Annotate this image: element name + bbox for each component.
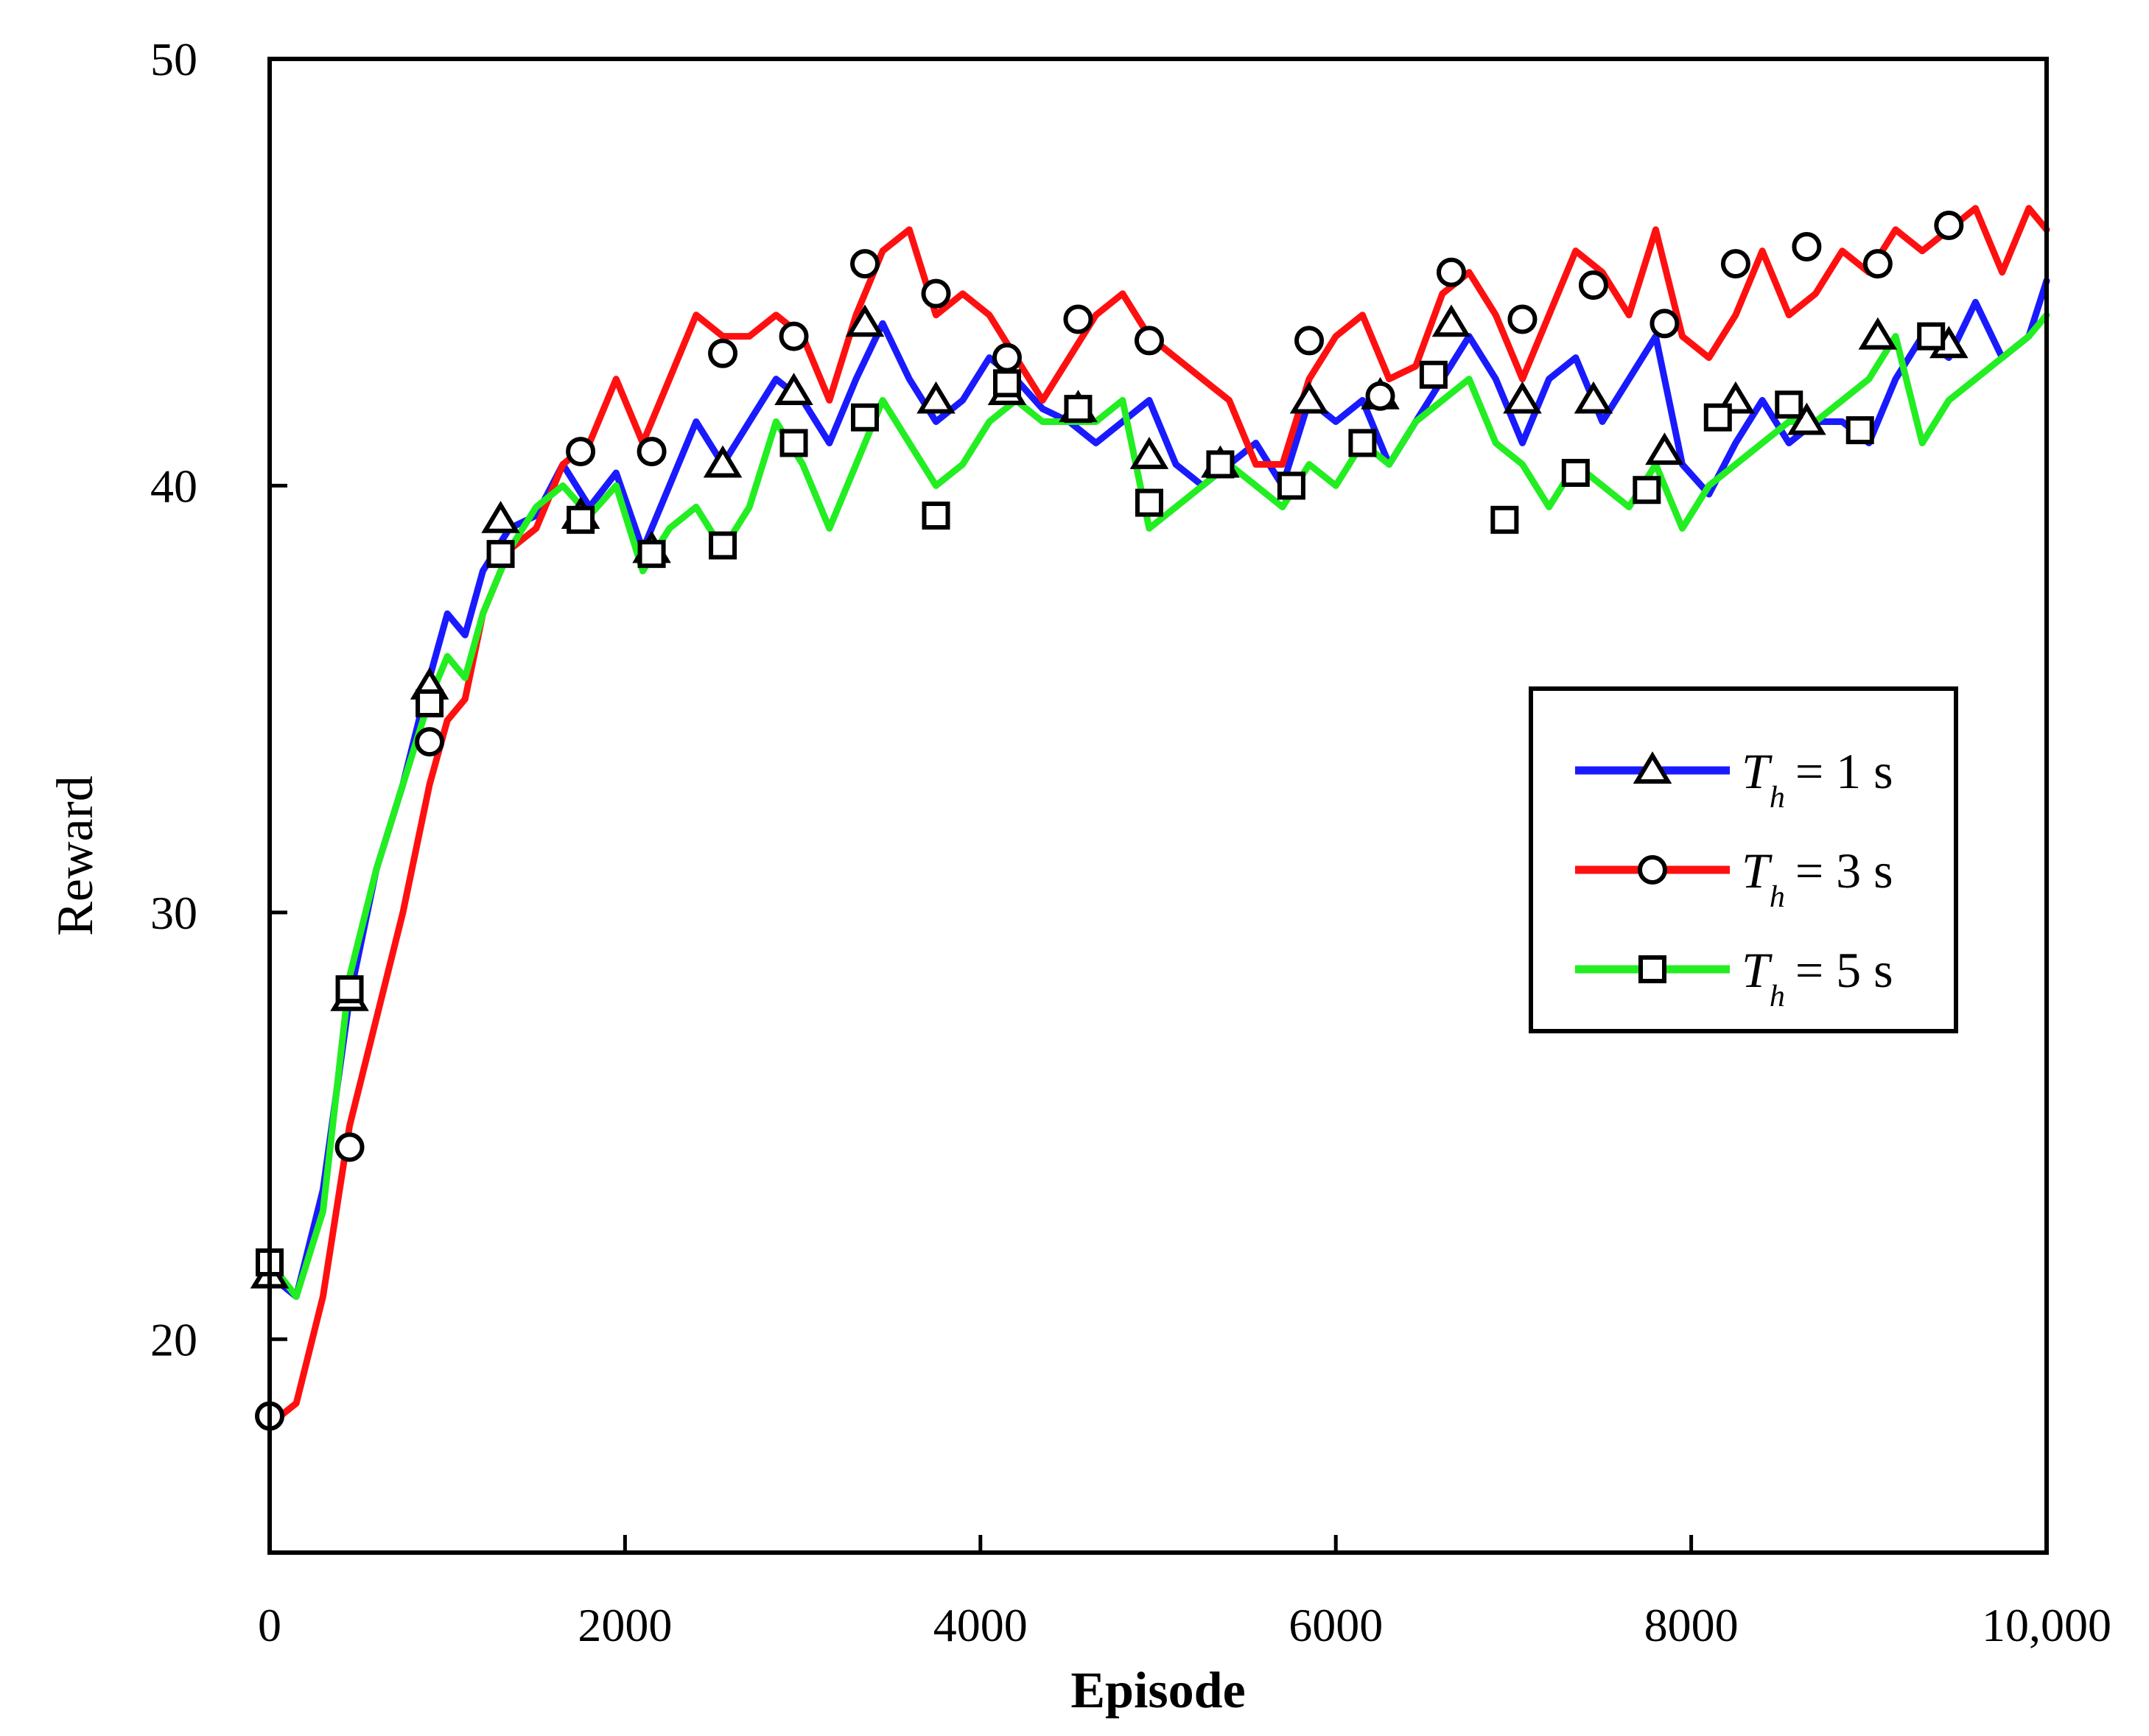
y-axis-title: Reward [47, 776, 104, 936]
legend-entry-2: Th = 3 s [1575, 843, 1893, 914]
series-3-marker [1703, 403, 1732, 432]
y-tick-label: 50 [150, 33, 197, 85]
legend-entry-1: Th = 1 s [1575, 743, 1893, 815]
x-tick-label: 4000 [933, 1599, 1028, 1651]
series-3-marker [335, 975, 364, 1004]
series-3-marker [992, 369, 1021, 398]
series-2-marker [1934, 210, 1964, 240]
series-3-marker [1064, 395, 1093, 424]
series-3-marker [486, 540, 515, 569]
legend-box [1529, 686, 1958, 1033]
x-tick-label: 0 [258, 1599, 281, 1651]
legend-symbol: T [1742, 843, 1773, 899]
series-1-marker [1503, 381, 1542, 414]
series-3-marker [1419, 360, 1448, 389]
series-2-marker [1134, 326, 1164, 356]
legend-value: = 3 s [1795, 843, 1893, 899]
legend-symbol: T [1742, 743, 1773, 799]
series-2-marker [1792, 231, 1822, 261]
marker-layer [250, 210, 1969, 1431]
series-2-marker [334, 1132, 365, 1162]
series-line-3 [266, 312, 2050, 1300]
series-1-marker [1431, 304, 1471, 337]
legend-label: Th = 1 s [1742, 743, 1893, 815]
series-2-marker [1720, 249, 1750, 279]
legend-subscript: h [1770, 980, 1785, 1013]
series-1-marker [1787, 402, 1826, 435]
series-3-marker [1206, 450, 1235, 479]
series-1-marker [1289, 381, 1329, 414]
series-2-marker [921, 278, 951, 309]
series-2-marker [850, 249, 880, 279]
x-tick-label: 8000 [1644, 1599, 1739, 1651]
x-tick-label: 6000 [1289, 1599, 1383, 1651]
series-1-marker [845, 304, 885, 337]
series-2-marker [566, 437, 596, 467]
y-tick-label: 30 [150, 887, 197, 939]
series-3-marker [1633, 476, 1661, 505]
y-tick-label: 20 [150, 1313, 197, 1366]
series-3-marker [1135, 488, 1163, 517]
series-2-marker [1578, 270, 1608, 301]
series-3-marker [709, 531, 737, 560]
series-2-marker [992, 342, 1022, 373]
legend-label: Th = 3 s [1742, 843, 1893, 914]
series-2-marker [779, 321, 809, 351]
series-2-marker [1507, 304, 1538, 334]
legend-value: = 5 s [1795, 942, 1893, 998]
x-tick-label: 2000 [578, 1599, 672, 1651]
series-1-marker [481, 500, 520, 533]
legend-value: = 1 s [1795, 743, 1893, 799]
series-3-marker [922, 501, 950, 530]
series-2-marker [415, 727, 445, 757]
series-3-marker [637, 540, 666, 569]
y-tick-label: 40 [150, 460, 197, 512]
tick-label-layer: 0 2000 4000 6000 8000 10,000 20 30 40 50 [150, 33, 2111, 1651]
series-2-marker [1862, 249, 1893, 279]
series-3-marker [1917, 322, 1946, 351]
plot-frame [267, 57, 2049, 1555]
series-3-marker [851, 403, 880, 432]
series-3-marker [1775, 390, 1803, 419]
legend-marker [1633, 751, 1672, 784]
series-2-marker [1063, 304, 1093, 334]
series-3-marker [1490, 505, 1519, 534]
series-1-marker [916, 381, 956, 414]
series-1-marker [703, 445, 743, 478]
series-1-marker [1574, 381, 1613, 414]
series-3-marker [779, 429, 808, 457]
series-2-marker [1294, 326, 1325, 356]
series-3-marker [1348, 429, 1377, 457]
legend-entry-3: Th = 5 s [1575, 942, 1893, 1013]
series-3-marker [567, 505, 595, 534]
series-1-marker [1858, 317, 1898, 350]
legend-subscript: h [1770, 880, 1785, 914]
x-tick-label: 10,000 [1982, 1599, 2111, 1651]
series-2-marker [1650, 309, 1680, 339]
legend-subscript: h [1770, 781, 1785, 815]
legend-entries: Th = 1 s Th = 3 s Th = 5 s [1575, 743, 1893, 1013]
series-3-marker [1277, 471, 1305, 500]
legend-marker [1638, 855, 1667, 885]
legend-symbol: T [1742, 942, 1773, 998]
series-3-marker [416, 689, 444, 717]
series-2-marker [1365, 381, 1395, 411]
legend-marker [1638, 955, 1666, 983]
legend: Th = 1 s Th = 3 s Th = 5 s [1529, 686, 1958, 1033]
x-axis-title: Episode [1070, 1662, 1245, 1719]
series-2-marker [708, 338, 738, 368]
series-1-marker [774, 373, 813, 405]
series-2-marker [637, 437, 667, 467]
series-1-marker [1645, 432, 1684, 465]
series-1-marker [1129, 437, 1169, 469]
series-2-marker [1436, 257, 1466, 287]
series-3-marker [1845, 416, 1874, 445]
ticks-layer [270, 483, 1694, 1553]
series-3-marker [1561, 459, 1590, 488]
legend-label: Th = 5 s [1742, 942, 1893, 1013]
